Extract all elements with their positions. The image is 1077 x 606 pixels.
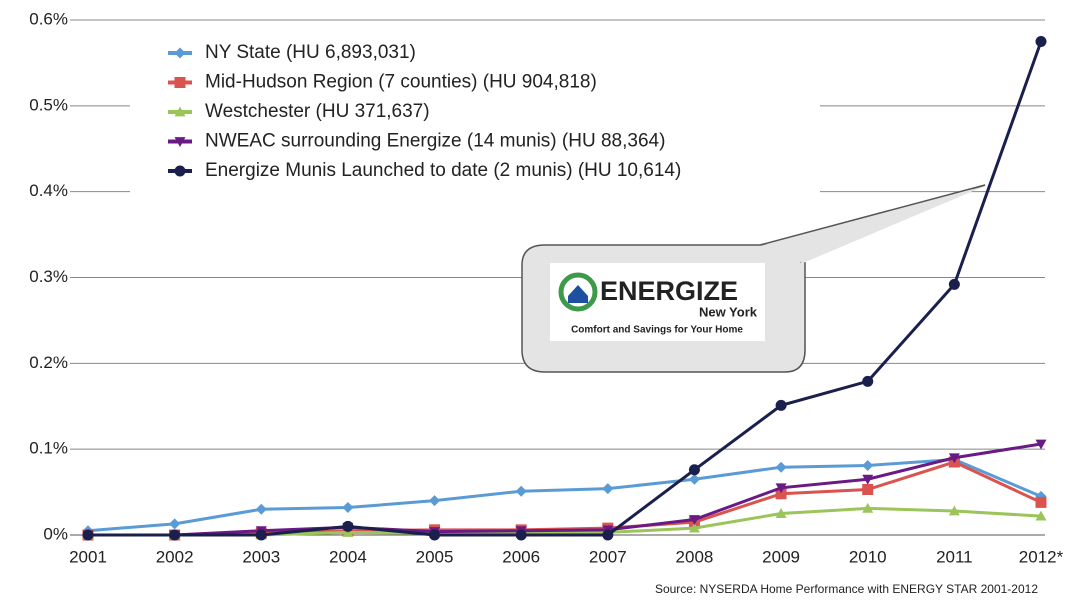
x-tick-label: 2003 [242, 547, 280, 566]
series-line [87, 457, 1042, 533]
marker [82, 529, 94, 541]
marker [862, 474, 874, 485]
marker [862, 484, 874, 496]
legend-label: NY State (HU 6,893,031) [205, 42, 416, 63]
marker [515, 529, 527, 541]
logo-house [568, 285, 588, 303]
series-line [88, 40, 1043, 537]
marker [688, 515, 700, 526]
legend-marker [174, 137, 186, 147]
marker [515, 485, 527, 497]
marker [342, 502, 354, 514]
marker [255, 529, 267, 541]
callout: ENERGIZE New York Comfort and Savings fo… [521, 184, 986, 373]
legend-label: Westchester (HU 371,637) [205, 101, 430, 122]
x-tick-label: 2001 [69, 547, 107, 566]
y-tick-label: 0.3% [29, 267, 68, 286]
x-tick-label: 2007 [589, 547, 627, 566]
legend-marker [174, 77, 186, 88]
marker [688, 473, 700, 485]
x-tick-label: 2010 [849, 547, 887, 566]
marker [948, 453, 960, 464]
marker [1035, 496, 1047, 508]
x-tick-label: 2005 [416, 547, 454, 566]
logo-tagline: Comfort and Savings for Your Home [571, 325, 743, 336]
marker [862, 459, 874, 471]
logo-subtitle: New York [699, 304, 758, 319]
logo-title: ENERGIZE [600, 276, 738, 306]
marker [775, 483, 787, 494]
marker [775, 461, 787, 473]
marker [948, 505, 960, 516]
marker [429, 495, 441, 507]
marker [342, 520, 354, 532]
y-tick-label: 0.6% [29, 9, 68, 28]
marker [688, 464, 700, 476]
legend-marker [174, 106, 186, 117]
x-tick-label: 2002 [156, 547, 194, 566]
legend-label: NWEAC surrounding Energize (14 munis) (H… [205, 131, 665, 152]
x-tick-label: 2011 [936, 547, 973, 566]
marker [429, 529, 441, 541]
marker [862, 502, 874, 513]
legend-box [130, 35, 820, 195]
x-tick-label: 2006 [502, 547, 540, 566]
marker [602, 529, 614, 541]
legend-marker [174, 47, 186, 59]
marker [775, 399, 787, 411]
marker [169, 518, 181, 530]
x-tick-label: 2004 [329, 547, 367, 566]
source: Source: NYSERDA Home Performance with EN… [655, 582, 1038, 596]
marker [255, 503, 267, 515]
marker [169, 529, 181, 541]
y-tick-label: 0.5% [29, 95, 68, 114]
y-tick-label: 0% [43, 524, 68, 543]
y-tick-label: 0.4% [29, 181, 68, 200]
legend-label: Energize Munis Launched to date (2 munis… [205, 160, 681, 181]
marker [602, 483, 614, 495]
series-line [88, 442, 1042, 537]
marker [862, 375, 874, 387]
marker [1035, 439, 1047, 450]
marker [1035, 35, 1047, 47]
marker [1035, 510, 1047, 521]
x-tick-label: 2008 [676, 547, 714, 566]
marker [775, 488, 787, 500]
legend-label: Mid-Hudson Region (7 counties) (HU 904,8… [205, 72, 597, 93]
marker [948, 278, 960, 290]
y-tick-label: 0.2% [29, 353, 68, 372]
legend-marker [174, 165, 186, 177]
logo-ring [558, 272, 598, 312]
marker [688, 522, 700, 533]
x-tick-label: 2012* [1019, 547, 1064, 566]
callout-pointer [760, 186, 985, 263]
y-tick-label: 0.1% [29, 439, 68, 458]
marker [775, 508, 787, 518]
x-tick-label: 2009 [762, 547, 800, 566]
